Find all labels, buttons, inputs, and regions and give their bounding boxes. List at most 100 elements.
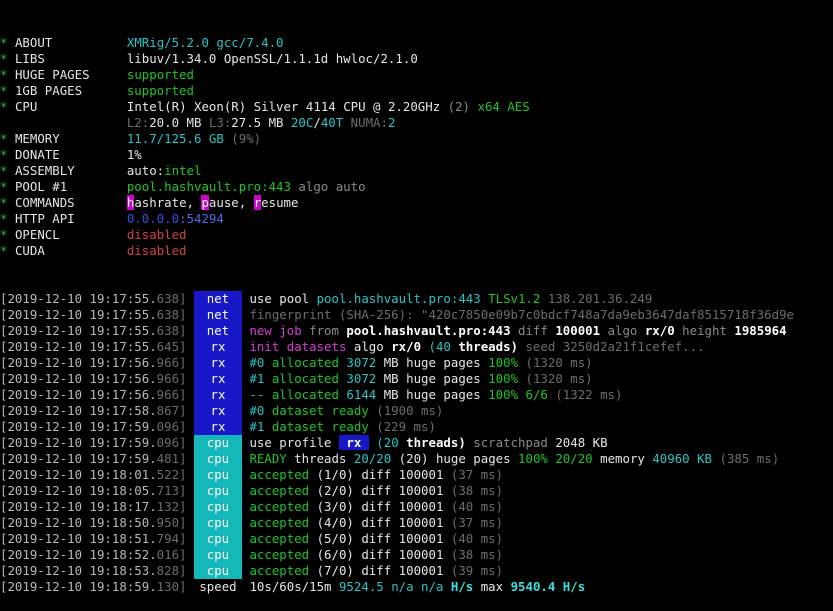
log-message-part: 40960 KB <box>652 451 713 466</box>
log-timestamp-ms: 713] <box>156 483 187 498</box>
header-row-opencl: * OPENCL disabled <box>0 227 833 243</box>
log-line: [2019-12-10 19:17:55.638] net fingerprin… <box>0 307 833 323</box>
log-message-part: (1320 ms) <box>518 355 593 370</box>
header-value-part: supported <box>126 83 194 98</box>
log-message-part: (1/0) <box>309 467 354 482</box>
header-value-part: supported <box>126 67 194 82</box>
log-timestamp-ms: 481] <box>156 451 187 466</box>
log-timestamp-ms: 638] <box>156 291 187 306</box>
log-message-part: 100001 <box>398 547 444 562</box>
log-line: [2019-12-10 19:18:05.713] cpu accepted (… <box>0 483 833 499</box>
log-message-part: (5/0) <box>309 531 354 546</box>
header-row-about: * ABOUT XMRig/5.2.0 gcc/7.4.0 <box>0 35 833 51</box>
header-spacer <box>45 243 127 258</box>
log-tag-badge: rx <box>193 355 242 371</box>
log-message-part: 100% 20/20 <box>518 451 593 466</box>
log-tag-badge: rx <box>193 339 242 355</box>
header-value-part: NUMA: <box>343 115 388 130</box>
log-tag-badge: net <box>193 291 242 307</box>
log-line: [2019-12-10 19:17:55.638] net use pool p… <box>0 291 833 307</box>
header-value-part: 2 <box>387 115 396 130</box>
log-message-part: memory <box>592 451 653 466</box>
log-message-part: init datasets <box>249 339 347 354</box>
log-timestamp: [2019-12-10 19:17:59. <box>0 419 157 434</box>
log-timestamp: [2019-12-10 19:17:55. <box>0 339 157 354</box>
log-message-part: huge pages <box>398 387 489 402</box>
log-message-part: allocated <box>264 371 347 386</box>
log-timestamp-ms: 828] <box>156 563 187 578</box>
log-line: [2019-12-10 19:18:50.950] cpu accepted (… <box>0 515 833 531</box>
log-message-part: huge pages <box>398 355 489 370</box>
log-message-part: (3/0) <box>309 499 354 514</box>
log-message-part: #1 <box>249 419 265 434</box>
header-value-part: ashrate, <box>134 195 202 210</box>
log-message-part: diff <box>353 515 399 530</box>
header-row-cpu: * CPU Intel(R) Xeon(R) Silver 4114 CPU @… <box>0 99 833 115</box>
log-timestamp: [2019-12-10 19:18:59. <box>0 579 157 594</box>
header-row-continuation: L2:20.0 MB L3:27.5 MB 20C/40T NUMA:2 <box>0 115 833 131</box>
log-line: [2019-12-10 19:18:53.828] cpu accepted (… <box>0 563 833 579</box>
bullet-icon: * <box>0 227 8 242</box>
log-message-part: (229 ms) <box>368 419 436 434</box>
log-tag-badge: cpu <box>193 563 242 579</box>
header-value-part: / <box>313 115 321 130</box>
log-line: [2019-12-10 19:17:56.966] rx #0 allocate… <box>0 355 833 371</box>
log-message-part: (37 ms) <box>443 467 504 482</box>
header-value-part: x64 AES <box>470 99 530 114</box>
log-line: [2019-12-10 19:17:59.096] cpu use profil… <box>0 435 833 451</box>
log-message-part: (1322 ms) <box>547 387 623 402</box>
header-row-memory: * MEMORY 11.7/125.6 GB (9%) <box>0 131 833 147</box>
log-message-part: (6/0) <box>309 547 354 562</box>
log-message-part: pool.hashvault.pro:443 <box>346 323 511 338</box>
header-value-part: 27.5 MB <box>231 115 284 130</box>
log-message-part: from <box>301 323 347 338</box>
log-timestamp: [2019-12-10 19:17:59. <box>0 451 157 466</box>
log-timestamp: [2019-12-10 19:17:56. <box>0 355 157 370</box>
log-timestamp-ms: 645] <box>156 339 187 354</box>
log-message-part: (7/0) <box>309 563 354 578</box>
bullet-icon: * <box>0 83 8 98</box>
header-row-donate: * DONATE 1% <box>0 147 833 163</box>
header-value-part: :54294 <box>179 211 224 226</box>
header-label: ASSEMBLY <box>14 163 75 178</box>
log-message-part: (2/0) <box>309 483 354 498</box>
log-timestamp: [2019-12-10 19:18:53. <box>0 563 157 578</box>
log-message-part: 100% <box>488 355 519 370</box>
log-message-part: seed 3250d2a21f1cefef... <box>518 339 705 354</box>
log-message-part: pool.hashvault.pro:443 <box>316 291 481 306</box>
log-line: [2019-12-10 19:17:55.645] rx init datase… <box>0 339 833 355</box>
log-message-part: 1985964 <box>734 323 787 338</box>
header-row-libs: * LIBS libuv/1.34.0 OpenSSL/1.1.1d hwloc… <box>0 51 833 67</box>
header-value-part: libuv/1.34.0 OpenSSL/1.1.1d hwloc/2.1.0 <box>126 51 418 66</box>
log-message-part: accepted <box>249 483 310 498</box>
log-message-part: accepted <box>249 547 310 562</box>
log-line: [2019-12-10 19:17:58.867] rx #0 dataset … <box>0 403 833 419</box>
log-tag-badge: cpu <box>193 451 242 467</box>
log-tag-badge: cpu <box>193 467 242 483</box>
log-line: [2019-12-10 19:17:59.481] cpu READY thre… <box>0 451 833 467</box>
log-timestamp-ms: 966] <box>156 355 187 370</box>
header-label: COMMANDS <box>14 195 75 210</box>
log-message-part: diff <box>353 547 399 562</box>
header-value-part: intel <box>164 163 202 178</box>
log-timestamp: [2019-12-10 19:18:52. <box>0 547 157 562</box>
log-message-part: 100% <box>488 371 519 386</box>
log-message-part: #0 <box>249 355 265 370</box>
header-label: ABOUT <box>14 35 53 50</box>
log-message-part: accepted <box>249 467 310 482</box>
bullet-icon: * <box>0 179 8 194</box>
log-message-part: TLSv1.2 <box>480 291 541 306</box>
log-line: [2019-12-10 19:17:56.966] rx -- allocate… <box>0 387 833 403</box>
log-message-part: threads <box>286 451 354 466</box>
log-message-part: #1 <box>249 371 265 386</box>
bullet-icon: * <box>0 147 8 162</box>
log-message-part: 138.201.36.249 <box>540 291 653 306</box>
log-message-part: 100001 <box>398 467 444 482</box>
log-message-part: #0 <box>249 403 265 418</box>
log-message-part: diff <box>353 483 399 498</box>
bullet-icon: * <box>0 195 8 210</box>
header-row-pool-1: * POOL #1 pool.hashvault.pro:443 algo au… <box>0 179 833 195</box>
log-message-part: fingerprint (SHA-256): "420c7850e09b7c0b… <box>249 307 795 322</box>
header-value-part: L3: <box>201 115 232 130</box>
log-message-part: diff <box>353 563 399 578</box>
